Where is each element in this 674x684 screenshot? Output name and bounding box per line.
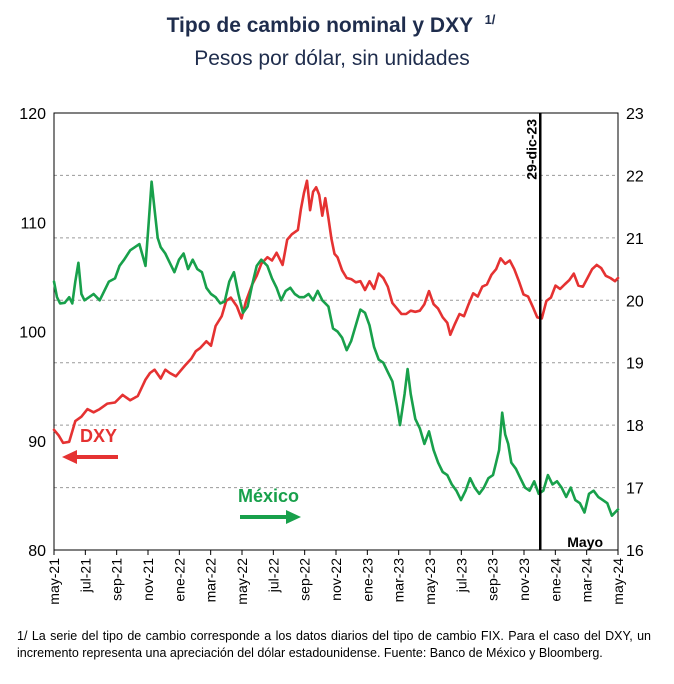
right-axis-tick-label: 21 bbox=[626, 231, 644, 248]
chart: Tipo de cambio nominal y DXY 1/ Pesos po… bbox=[19, 12, 644, 605]
chart-title: Tipo de cambio nominal y DXY 1/ bbox=[167, 12, 496, 37]
right-axis-tick-label: 16 bbox=[626, 543, 644, 560]
chart-title-text: Tipo de cambio nominal y DXY bbox=[167, 14, 473, 37]
x-axis-tick-label: nov-23 bbox=[516, 558, 532, 601]
right-axis-tick-label: 17 bbox=[626, 481, 644, 498]
x-axis-tick-label: may-24 bbox=[610, 558, 626, 605]
series-layer bbox=[52, 179, 620, 517]
x-axis-tick-label: jul-22 bbox=[265, 558, 281, 593]
x-axis-tick-label: mar-22 bbox=[203, 558, 219, 603]
x-axis: may-21 jul-21 sep-21 nov-21 ene-22 mar-22 may-… bbox=[46, 550, 626, 605]
series-line-dxy bbox=[52, 179, 620, 445]
right-axis-tick-label: 18 bbox=[626, 418, 644, 435]
x-axis-tick-label: ene-22 bbox=[171, 558, 187, 602]
x-axis-tick-label: sep-23 bbox=[485, 558, 501, 601]
x-axis-tick-label: sep-21 bbox=[109, 558, 125, 601]
x-axis-tick-label: nov-21 bbox=[140, 558, 156, 601]
reference-line-layer: 29-dic-23 Mayo bbox=[523, 113, 603, 550]
left-axis-tick-label: 110 bbox=[20, 215, 46, 232]
left-axis-tick-label: 100 bbox=[19, 325, 46, 342]
x-axis-tick-label: may-22 bbox=[234, 558, 250, 605]
chart-subtitle: Pesos por dólar, sin unidades bbox=[194, 47, 470, 70]
legend-arrowhead-dxy bbox=[62, 450, 77, 464]
right-axis-tick-label: 22 bbox=[626, 168, 644, 185]
x-axis-tick-label: mar-24 bbox=[579, 558, 595, 603]
x-axis-tick-label: ene-23 bbox=[359, 558, 375, 602]
left-axis-tick-label: 90 bbox=[28, 434, 46, 451]
x-axis-tick-label: sep-22 bbox=[297, 558, 313, 601]
left-axis-tick-label: 120 bbox=[19, 106, 46, 123]
left-axis: 80 90 100 110 120 bbox=[19, 106, 46, 560]
x-axis-tick-label: may-21 bbox=[46, 558, 62, 605]
right-axis-tick-label: 19 bbox=[626, 356, 644, 373]
x-axis-tick-label: ene-24 bbox=[547, 558, 563, 602]
chart-title-superscript: 1/ bbox=[485, 12, 496, 27]
legend-label-mexico: México bbox=[238, 486, 299, 506]
series-line-mexico bbox=[52, 180, 620, 517]
x-axis-tick-label: may-23 bbox=[422, 558, 438, 605]
legend-label-dxy: DXY bbox=[80, 426, 117, 446]
x-axis-tick-label: nov-22 bbox=[328, 558, 344, 601]
end-annotation: Mayo bbox=[567, 534, 603, 550]
reference-line-label: 29-dic-23 bbox=[523, 119, 539, 180]
x-axis-tick-label: jul-23 bbox=[453, 558, 469, 593]
x-axis-tick-label: jul-21 bbox=[77, 558, 93, 593]
right-axis: 16 17 18 19 20 21 22 23 bbox=[626, 106, 644, 560]
x-axis-tick-label: mar-23 bbox=[391, 558, 407, 603]
footnote: 1/ La serie del tipo de cambio correspon… bbox=[17, 629, 651, 660]
inline-legend: DXY México bbox=[62, 426, 301, 524]
chart-titles: Tipo de cambio nominal y DXY 1/ Pesos po… bbox=[167, 12, 496, 70]
right-axis-tick-label: 20 bbox=[626, 293, 644, 310]
right-axis-tick-label: 23 bbox=[626, 106, 644, 123]
legend-arrowhead-mexico bbox=[286, 510, 301, 524]
left-axis-tick-label: 80 bbox=[28, 543, 46, 560]
